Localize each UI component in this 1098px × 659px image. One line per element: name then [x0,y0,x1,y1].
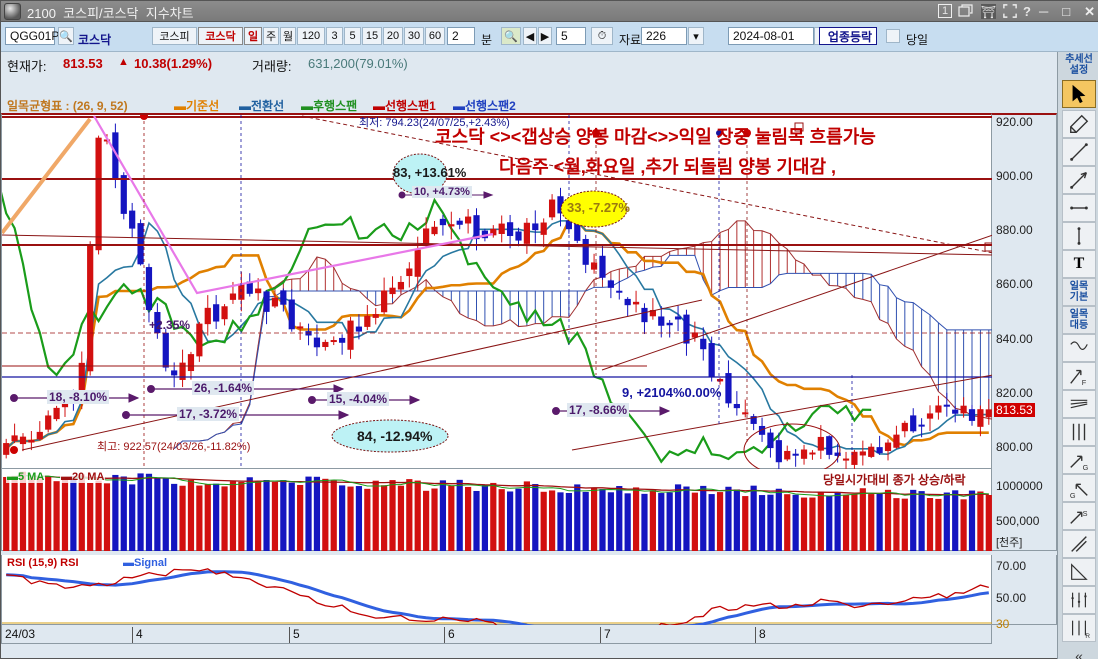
svg-text:G: G [1083,463,1089,471]
svg-text:G: G [1070,491,1076,499]
svg-text:R: R [1085,633,1090,639]
svg-text:S: S [1083,509,1088,518]
svg-text:F: F [1082,378,1087,387]
